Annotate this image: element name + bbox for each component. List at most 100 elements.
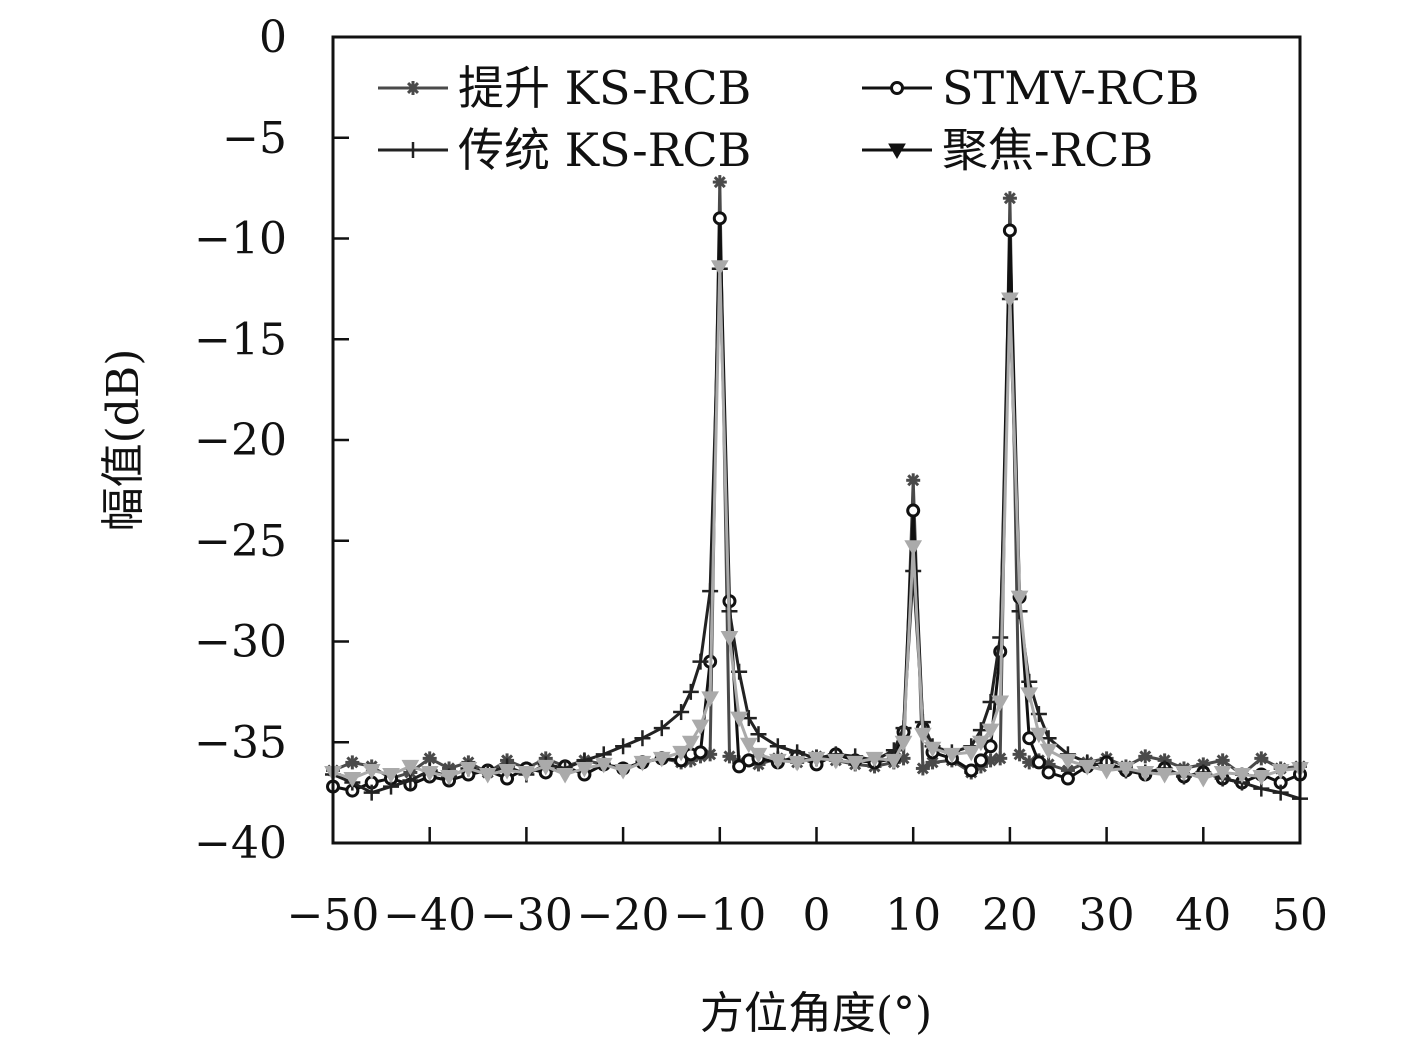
data-point [1039,743,1058,760]
data-point [943,747,961,764]
y-tick-label: −15 [194,314,287,365]
data-point [420,765,439,782]
series-1 [326,175,1307,786]
data-point [712,211,727,226]
data-point [749,747,768,764]
data-point [1254,751,1269,766]
data-point [710,260,729,276]
data-point [1022,731,1037,746]
y-tick-label: 0 [259,12,287,63]
data-point [681,735,700,752]
legend-marker [406,81,420,95]
data-point [1020,687,1039,703]
data-point [972,735,990,752]
data-point [1012,747,1027,762]
data-point [884,753,903,770]
y-tick-label: −30 [194,617,287,668]
legend-item: 传统 KS-RCB [378,123,751,177]
data-point [1002,191,1017,206]
data-point [923,741,942,758]
data-point [1010,590,1029,607]
data-point [981,723,1000,740]
series-line [332,265,1301,780]
data-point [691,719,710,736]
data-point [345,755,360,770]
data-point [556,767,574,784]
data-point [973,753,988,768]
data-point [702,583,719,600]
series-lines [324,175,1309,807]
x-axis-title: 方位角度(°) [700,988,932,1039]
data-point [673,704,690,721]
data-point [750,726,767,743]
x-tick-label: −40 [383,890,476,941]
data-point [1136,765,1155,782]
data-point [517,765,536,782]
data-point [362,763,381,780]
data-point [634,730,651,747]
data-point [1272,784,1289,801]
data-point [536,759,555,776]
data-point [401,759,420,776]
data-point [964,763,979,778]
series-3 [325,260,1308,807]
data-point [906,503,921,518]
legend-item: 提升 KS-RCB [378,61,751,115]
data-point [846,755,865,772]
data-point [1041,765,1056,780]
data-point [865,751,884,768]
data-point [1155,767,1174,784]
data-point [459,761,478,778]
x-tick-label: 20 [982,890,1038,941]
x-tick-label: −30 [480,890,573,941]
data-point [672,745,690,762]
series-4 [324,260,1309,788]
data-point [993,751,1008,766]
data-point [363,784,380,801]
data-point [693,745,708,760]
data-point [915,761,930,776]
data-point [720,630,739,647]
x-tick-label: −20 [577,890,670,941]
data-point [1040,730,1057,747]
data-point [652,751,671,768]
series-line [332,216,1301,793]
plot-frame [331,35,1302,845]
data-point [1060,771,1075,786]
series-line [332,180,1301,780]
legend-label: 提升 KS-RCB [458,61,751,115]
data-point [1233,767,1251,784]
data-point [1097,763,1116,780]
data-point [1252,770,1271,786]
legend: 提升 KS-RCB STMV-RCB 传统 KS-RCB 聚焦-RCB [378,61,1199,177]
x-tick-label: −50 [287,890,380,941]
data-point [983,739,998,754]
data-point [682,683,699,700]
data-point [343,772,362,788]
data-point [1117,761,1135,778]
data-point [478,767,497,784]
data-point [807,751,826,768]
data-point [769,738,786,755]
data-point [906,473,921,488]
data-point [1002,223,1017,238]
data-point [1175,765,1193,782]
y-axis-title: 幅值(dB) [98,349,149,532]
data-point [614,763,632,780]
data-point [962,745,981,762]
y-tick-label: −25 [194,516,287,567]
x-tick-label: 40 [1175,890,1231,941]
data-point [712,175,727,190]
y-tick-label: −10 [194,214,287,265]
data-point [615,738,632,755]
data-point [788,755,807,772]
legend-item: STMV-RCB [862,61,1199,115]
data-point [894,735,913,752]
data-point [768,753,787,770]
legend-label: STMV-RCB [942,61,1199,115]
data-point [732,759,747,774]
y-tick-label: −40 [194,818,287,869]
legend-marker [890,81,904,95]
legend-item: 聚焦-RCB [862,123,1153,177]
